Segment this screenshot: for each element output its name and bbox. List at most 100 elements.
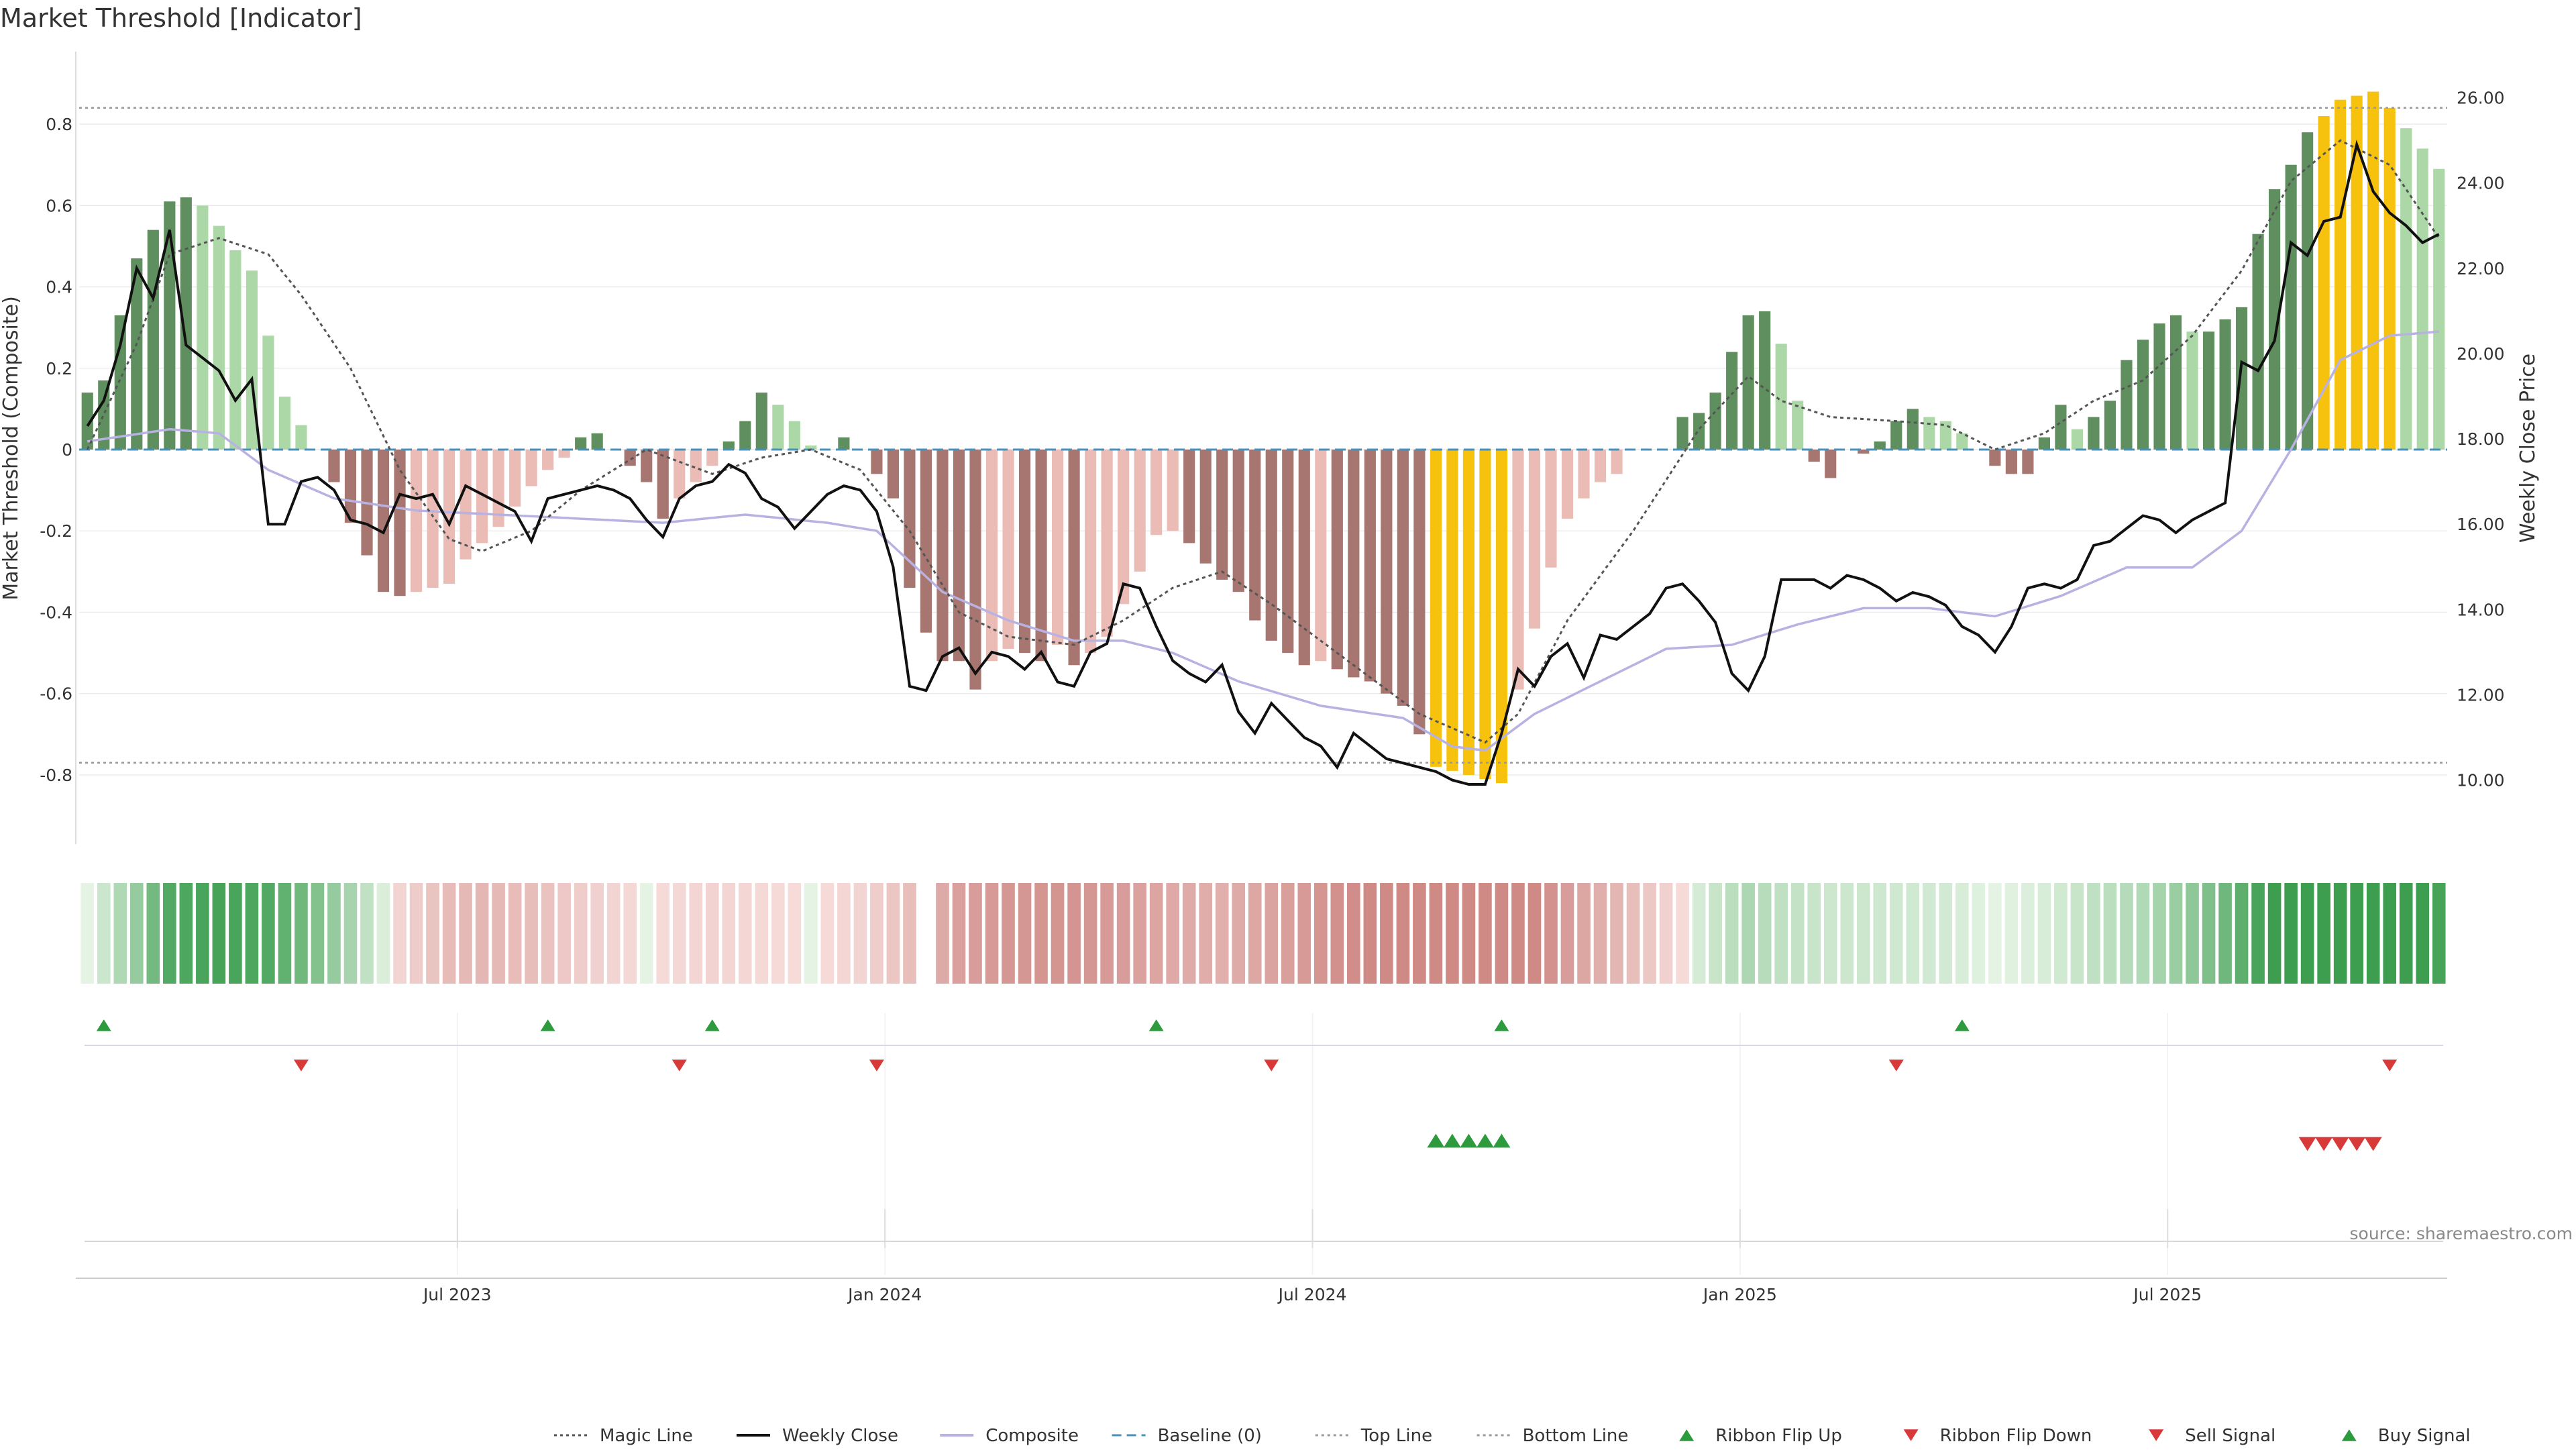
composite-bar [1808, 450, 1820, 462]
ribbon-cell [936, 883, 949, 984]
ribbon-cell [804, 883, 818, 984]
ribbon-cell [1479, 883, 1492, 984]
ribbon-cell [2004, 883, 2019, 984]
composite-bar [344, 450, 357, 523]
ribbon-cell [672, 883, 686, 984]
legend: Magic Line Weekly Close Composite Baseline … [554, 1426, 2471, 1446]
y-tick-label: 0.6 [46, 196, 72, 215]
ribbon-cell [2136, 883, 2150, 984]
composite-bar [788, 421, 800, 450]
weekly-close-line [86, 140, 2440, 786]
legend-label: Composite [985, 1426, 1079, 1446]
composite-bar [1989, 450, 2001, 466]
buy-signal-marker [1493, 1133, 1511, 1148]
ribbon-cell [1610, 883, 1623, 984]
ribbon-cell [1116, 883, 1130, 984]
ribbon-cell [278, 883, 292, 984]
composite-bar [1331, 450, 1343, 670]
ribbon-cell [574, 883, 588, 984]
ribbon-cell [1544, 883, 1558, 984]
ribbon-cell [1527, 883, 1542, 984]
composite-bar [1118, 450, 1130, 605]
y2-tick-label: 20.00 [2457, 344, 2505, 364]
ribbon-cell [1741, 883, 1755, 984]
ribbon-cell [179, 883, 193, 984]
ribbon-cell [2284, 883, 2298, 984]
ribbon-cell [1774, 883, 1788, 984]
ribbon-cell [1347, 883, 1360, 984]
composite-bar [1726, 352, 1738, 450]
ribbon-cell [1495, 883, 1509, 984]
ribbon-cell [886, 883, 900, 984]
ribbon-cell [1002, 883, 1015, 984]
y2-tick-label: 12.00 [2457, 686, 2505, 705]
ribbon-cell [1725, 883, 1739, 984]
composite-bar [509, 450, 521, 507]
signal-panels [85, 1019, 2443, 1242]
ribbon-cell [1313, 883, 1328, 984]
composite-bar [591, 433, 603, 450]
ribbon-cell [1676, 883, 1689, 984]
ribbon-cell [262, 883, 275, 984]
ribbon-cell [2350, 883, 2363, 984]
legend-label: Top Line [1360, 1426, 1432, 1446]
legend-item: Weekly Close [737, 1426, 898, 1446]
composite-bar [1956, 433, 1968, 450]
composite-bar [1018, 450, 1031, 654]
ribbon-cell [1281, 883, 1295, 984]
composite-bar [2318, 115, 2330, 450]
composite-bar [1792, 401, 1804, 450]
ribbon-cell [97, 883, 111, 984]
ribbon-cell [1083, 883, 1097, 984]
sell-signal-marker [2348, 1137, 2366, 1151]
y-tick-label: 0 [62, 440, 72, 460]
composite-bar [1890, 421, 1902, 450]
ribbon-cell [376, 883, 390, 984]
ribbon-cell [1034, 883, 1048, 984]
y2-tick-label: 10.00 [2457, 771, 2505, 790]
ribbon-cell [870, 883, 883, 984]
composite-bar [180, 197, 192, 450]
composite-bar [1430, 450, 1442, 767]
ribbon-cell [492, 883, 505, 984]
x-tick-label: Jul 2024 [1277, 1285, 1347, 1304]
legend-marker [1679, 1429, 1695, 1441]
composite-bar [1545, 450, 1557, 568]
sell-signal-marker [2315, 1137, 2333, 1151]
ribbon-flip-up-marker [1954, 1019, 1970, 1031]
composite-bar [1298, 450, 1310, 666]
ribbon-cell [969, 883, 982, 984]
ribbon-flip-up-marker [96, 1019, 111, 1031]
composite-bar [2351, 95, 2363, 450]
ribbon-cell [656, 883, 670, 984]
composite-bar [2416, 148, 2428, 450]
ribbon-cell [1248, 883, 1262, 984]
composite-bar [1512, 450, 1524, 690]
ribbon-cell [837, 883, 851, 984]
ribbon-flip-down-marker [1888, 1059, 1904, 1072]
ribbon-cell [294, 883, 308, 984]
composite-bar [2121, 360, 2133, 450]
ribbon-cell [952, 883, 966, 984]
ribbon-cell [2333, 883, 2347, 984]
ribbon-cell [1643, 883, 1656, 984]
composite-bar [377, 450, 390, 592]
composite-bars [81, 91, 2445, 784]
composite-bar [1183, 450, 1195, 543]
composite-bar [2104, 401, 2116, 450]
composite-bar [1249, 450, 1261, 621]
ribbon-cell [1593, 883, 1607, 984]
composite-bar [1085, 450, 1097, 654]
composite-bar [1134, 450, 1146, 572]
composite-bar [2005, 450, 2017, 474]
composite-bar [147, 229, 159, 450]
ribbon-cell [245, 883, 259, 984]
ribbon-cell [1100, 883, 1114, 984]
ribbon-cell [1330, 883, 1344, 984]
composite-bar [1216, 450, 1228, 580]
composite-bar [1561, 450, 1574, 519]
composite-bar [953, 450, 965, 662]
legend-item: Baseline (0) [1112, 1426, 1262, 1446]
y2-tick-label: 18.00 [2457, 429, 2505, 449]
legend-label: Weekly Close [782, 1426, 898, 1446]
